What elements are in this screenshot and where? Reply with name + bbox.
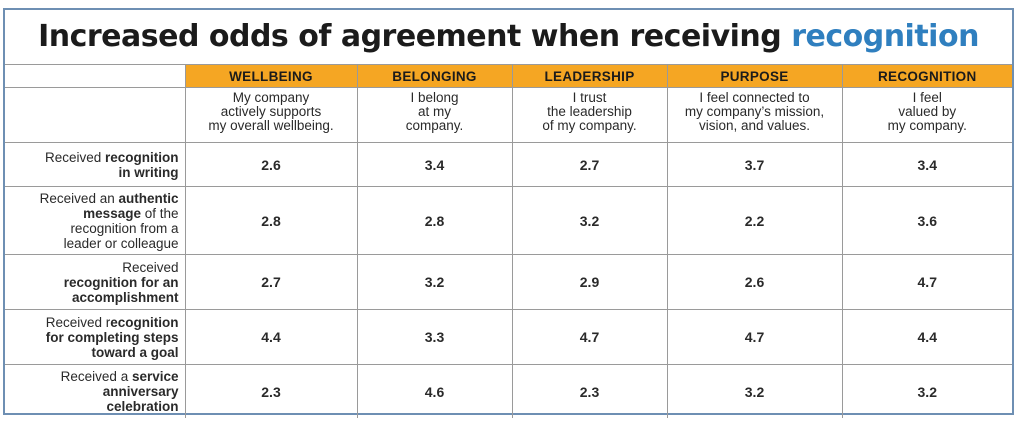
chart-title: Increased odds of agreement when receivi… [5, 10, 1012, 64]
row-label: Received recognition for completing step… [5, 309, 186, 365]
col-desc-recognition: I feel valued by my company. [841, 87, 1012, 143]
description-corner [5, 87, 186, 143]
odds-table: WELLBEING BELONGING LEADERSHIP PURPOSE R… [5, 64, 1012, 418]
row-label-part: service anniversary celebration [102, 369, 179, 414]
value-cell-belonging: 4.6 [356, 364, 513, 418]
chart-frame: Increased odds of agreement when receivi… [3, 8, 1014, 418]
value-cell-purpose: 3.7 [666, 142, 843, 187]
row-label: Received an authentic message of the rec… [5, 186, 186, 255]
col-desc-belonging: I belong at my company. [356, 87, 513, 143]
value-cell-wellbeing: 2.7 [184, 254, 358, 310]
value-cell-recognition: 3.4 [841, 142, 1012, 187]
row-label: Received recognition for an accomplishme… [5, 254, 186, 310]
row-label-part: Received a [60, 369, 132, 384]
table-row: Received recognition in writing 2.6 3.4 2.7… [5, 142, 1012, 187]
col-header-belonging: BELONGING [356, 64, 513, 88]
row-label-part: Received r [45, 314, 111, 330]
row-label-part: recognition in writing [105, 149, 179, 180]
table-row: Received recognition for an accomplishme… [5, 254, 1012, 310]
value-cell-wellbeing: 2.3 [184, 364, 358, 418]
row-label-part: of the recognition from a leader or coll… [63, 205, 179, 251]
header-corner [5, 64, 186, 88]
row-label-part: Received an [39, 190, 119, 206]
value-cell-wellbeing: 2.6 [184, 142, 358, 187]
row-label-part: Received [122, 259, 179, 275]
title-main: Increased odds of agreement when receivi… [38, 19, 792, 54]
value-cell-leadership: 2.3 [511, 364, 668, 418]
table-row: Received recognition for completing step… [5, 309, 1012, 365]
value-cell-recognition: 4.4 [841, 309, 1012, 365]
row-label: Received recognition in writing [5, 142, 186, 187]
table-row: Received a service anniversary celebrati… [5, 364, 1012, 418]
row-label: Received a service anniversary celebrati… [5, 364, 186, 418]
value-cell-purpose: 2.2 [666, 186, 843, 255]
row-label-part: recognition for an accomplishment [63, 274, 179, 305]
value-cell-wellbeing: 4.4 [184, 309, 358, 365]
col-header-leadership: LEADERSHIP [511, 64, 668, 88]
value-cell-belonging: 3.3 [356, 309, 513, 365]
value-cell-recognition: 3.2 [841, 364, 1012, 418]
col-desc-leadership: I trust the leadership of my company. [511, 87, 668, 143]
row-label-part: authentic message [83, 190, 179, 221]
value-cell-leadership: 2.7 [511, 142, 668, 187]
value-cell-recognition: 4.7 [841, 254, 1012, 310]
value-cell-belonging: 3.2 [356, 254, 513, 310]
value-cell-leadership: 3.2 [511, 186, 668, 255]
title-accent: recognition [791, 19, 979, 54]
value-cell-belonging: 3.4 [356, 142, 513, 187]
value-cell-leadership: 2.9 [511, 254, 668, 310]
value-cell-purpose: 2.6 [666, 254, 843, 310]
description-row: My company actively supports my overall … [5, 87, 1012, 143]
col-header-wellbeing: WELLBEING [184, 64, 358, 88]
value-cell-belonging: 2.8 [356, 186, 513, 255]
value-cell-leadership: 4.7 [511, 309, 668, 365]
value-cell-wellbeing: 2.8 [184, 186, 358, 255]
value-cell-purpose: 4.7 [666, 309, 843, 365]
table-row: Received an authentic message of the rec… [5, 186, 1012, 255]
header-row: WELLBEING BELONGING LEADERSHIP PURPOSE R… [5, 64, 1012, 88]
col-desc-wellbeing: My company actively supports my overall … [184, 87, 358, 143]
col-header-recognition: RECOGNITION [841, 64, 1012, 88]
value-cell-recognition: 3.6 [841, 186, 1012, 255]
value-cell-purpose: 3.2 [666, 364, 843, 418]
col-desc-purpose: I feel connected to my company’s mission… [666, 87, 843, 143]
col-header-purpose: PURPOSE [666, 64, 843, 88]
row-label-part: Received [44, 149, 105, 165]
row-label-part: ecognition for completing steps toward a… [45, 314, 179, 360]
